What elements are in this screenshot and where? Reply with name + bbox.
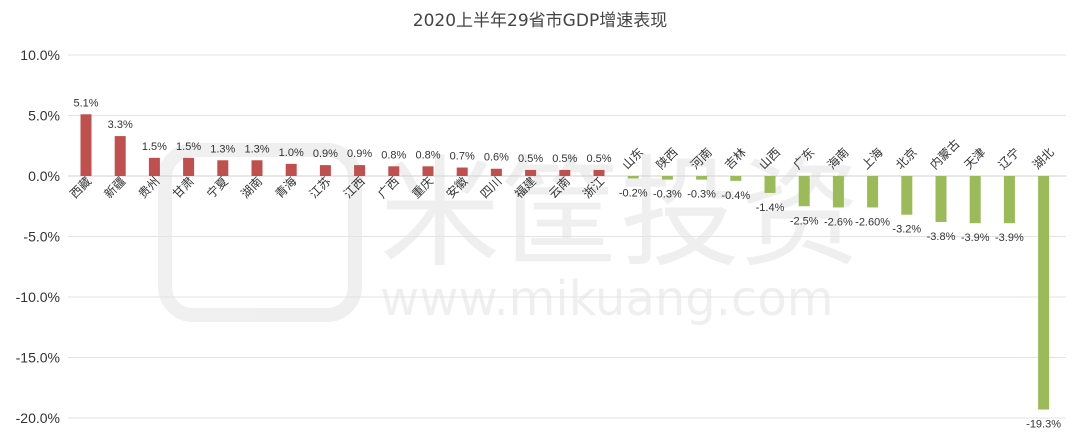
data-label: 0.9% <box>347 148 372 160</box>
bar <box>935 176 947 222</box>
data-label: 3.3% <box>108 119 133 131</box>
category-label: 上海 <box>858 145 886 173</box>
data-label: 1.5% <box>142 141 167 153</box>
category-label: 辽宁 <box>995 145 1023 173</box>
data-labels: 5.1% 3.3% 1.5% 1.5% 1.3% 1.3% 1.0% 0.9% 0.9% 0.8%… <box>73 97 1061 430</box>
data-label: 0.7% <box>450 151 475 163</box>
y-tick-label: -15.0% <box>16 350 60 366</box>
bar <box>832 176 844 208</box>
data-label: -2.5% <box>790 215 819 227</box>
watermark-url: www.mikuang.com <box>380 271 834 327</box>
bar <box>456 167 468 176</box>
data-label: 1.3% <box>210 143 235 155</box>
data-label: -2.6% <box>824 216 853 228</box>
data-label: 0.9% <box>313 148 338 160</box>
data-label: 0.5% <box>586 153 611 165</box>
data-label: -19.3% <box>1026 419 1061 431</box>
y-axis-ticks: 10.0% 5.0% 0.0% -5.0% -10.0% -15.0% -20.0% <box>16 47 60 426</box>
bar <box>114 136 126 176</box>
bar <box>696 176 708 180</box>
category-label: 江苏 <box>307 174 334 201</box>
bar <box>901 176 913 215</box>
data-label: 5.1% <box>73 97 98 109</box>
data-label: -0.3% <box>687 189 716 201</box>
data-label: 0.8% <box>415 149 440 161</box>
bar <box>969 176 981 224</box>
bar <box>593 169 605 176</box>
data-label: -0.4% <box>721 190 750 202</box>
data-label: 1.5% <box>176 141 201 153</box>
bar <box>798 176 810 207</box>
bar <box>148 157 160 176</box>
data-label: 1.3% <box>244 143 269 155</box>
watermark-cn: 米筐投资 <box>380 145 860 284</box>
y-tick-label: 5.0% <box>28 108 60 124</box>
watermark: 米筐投资 www.mikuang.com <box>158 143 860 327</box>
data-label: -2.60% <box>855 216 890 228</box>
grid-lines <box>68 54 1066 419</box>
bars <box>80 114 1050 410</box>
data-label: -0.3% <box>653 189 682 201</box>
y-tick-label: 0.0% <box>28 168 60 184</box>
bar <box>730 176 742 181</box>
bar <box>867 176 879 208</box>
bar <box>525 169 537 176</box>
category-label: 内蒙古 <box>927 136 963 172</box>
bar <box>661 176 673 180</box>
data-label: -1.4% <box>756 202 785 214</box>
bar <box>1003 176 1015 224</box>
bar <box>422 166 434 176</box>
category-label: 新疆 <box>101 174 129 202</box>
y-tick-label: -20.0% <box>16 410 60 426</box>
bar <box>1038 176 1050 410</box>
bar <box>285 163 297 176</box>
category-label: 宁夏 <box>203 174 231 202</box>
data-label: -3.9% <box>995 232 1024 244</box>
data-label: -0.2% <box>619 187 648 199</box>
y-tick-label: -5.0% <box>23 229 60 245</box>
data-label: 0.5% <box>552 153 577 165</box>
category-label: 北京 <box>893 145 920 172</box>
y-tick-label: 10.0% <box>20 47 60 63</box>
bar <box>627 176 639 179</box>
chart-title: 2020上半年29省市GDP增速表现 <box>413 11 667 31</box>
bar <box>217 160 229 176</box>
bar <box>319 165 331 176</box>
y-tick-label: -10.0% <box>16 289 60 305</box>
category-label: 青海 <box>272 174 300 202</box>
category-label: 甘肃 <box>170 174 197 201</box>
data-label: 1.0% <box>279 147 304 159</box>
bar <box>388 166 400 176</box>
category-label: 西藏 <box>67 174 94 201</box>
data-label: -3.2% <box>892 224 921 236</box>
bar <box>354 165 366 176</box>
category-label: 江西 <box>341 174 368 201</box>
category-label: 湖南 <box>238 174 266 202</box>
bar <box>764 176 776 193</box>
data-label: 0.8% <box>381 149 406 161</box>
data-label: 0.5% <box>518 153 543 165</box>
bar <box>559 169 571 176</box>
data-label: 0.6% <box>484 152 509 164</box>
data-label: -3.9% <box>961 232 990 244</box>
data-label: -3.8% <box>927 231 956 243</box>
bar <box>251 160 263 176</box>
category-label: 天津 <box>961 145 988 172</box>
bar <box>183 157 195 176</box>
bar <box>80 114 92 176</box>
bar <box>490 168 502 176</box>
category-label: 湖北 <box>1029 145 1057 173</box>
